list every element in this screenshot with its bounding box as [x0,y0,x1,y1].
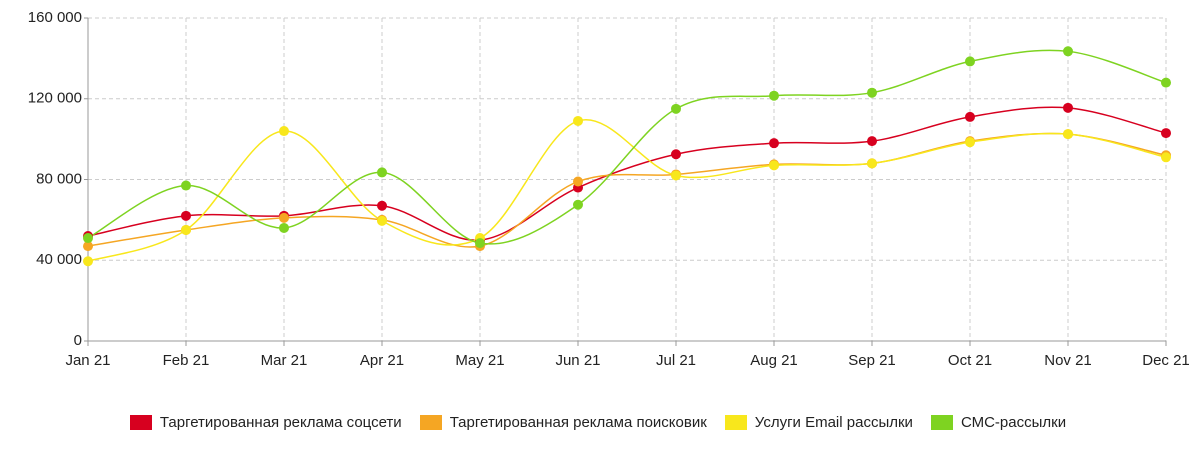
x-tick-label: Aug 21 [750,352,798,369]
data-point [83,233,93,244]
y-tick-label: 160 000 [28,9,82,26]
series-line [87,49,1167,245]
data-point [377,167,387,178]
data-point [377,215,387,226]
legend-label: СМС-рассылки [960,414,1067,431]
y-tick-label: 120 000 [28,90,82,107]
x-tick-label: Nov 21 [1044,352,1092,369]
data-point [867,136,877,147]
data-point [181,180,191,191]
data-point [671,149,681,160]
legend-item[interactable]: Услуги Email рассылки [724,413,913,432]
legend-swatch [724,415,747,430]
data-point [965,111,975,122]
legend-item[interactable]: СМС-рассылки [930,413,1067,432]
data-point [1161,77,1171,88]
data-point [965,137,975,148]
data-point [475,238,485,249]
y-tick-label: 80 000 [36,170,82,187]
x-tick-label: Apr 21 [360,352,404,369]
data-point [573,115,583,126]
data-point [769,160,779,171]
data-point [1063,129,1073,140]
data-point [83,256,93,267]
data-point [279,126,289,137]
legend-swatch [419,415,442,430]
data-point [867,87,877,98]
x-tick-label: Dec 21 [1142,352,1190,369]
series-line [87,106,1167,241]
x-tick-label: Oct 21 [948,352,992,369]
x-tick-label: Jun 21 [555,352,600,369]
data-point [573,199,583,210]
chart: 0 40 000 80 000 120 000 160 000 Jan 21 Feb 21 M… [28,9,1190,369]
legend-item[interactable]: Таргетированная реклама соцсети [129,413,402,432]
legend: Таргетированная реклама соцсети Таргетиро… [118,413,1078,432]
data-point [181,224,191,235]
x-tick-label: Jul 21 [656,352,696,369]
data-point [769,90,779,101]
data-point [769,138,779,149]
y-tick-label: 40 000 [36,251,82,268]
x-tick-label: Sep 21 [848,352,896,369]
x-tick-label: Jan 21 [65,352,110,369]
data-point [1161,128,1171,139]
data-point [671,170,681,181]
data-point [573,176,583,187]
data-point [1161,152,1171,163]
series-line [87,118,1167,262]
data-point [965,56,975,67]
legend-item[interactable]: Таргетированная реклама поисковик [419,413,707,432]
data-point [377,200,387,211]
x-tick-label: Feb 21 [163,352,210,369]
legend-swatch [129,415,152,430]
x-tick-label: May 21 [455,352,504,369]
data-point [279,212,289,223]
data-point [671,103,681,114]
data-point [867,158,877,169]
x-tick-label: Mar 21 [261,352,308,369]
data-point [1063,46,1073,57]
series-line [87,132,1167,248]
legend-label: Таргетированная реклама поисковик [449,414,707,431]
legend-label: Таргетированная реклама соцсети [159,414,402,431]
data-point [83,241,93,252]
data-point [279,222,289,233]
legend-swatch [930,415,953,430]
data-point [1063,102,1073,113]
legend-label: Услуги Email рассылки [754,414,913,431]
data-point [181,210,191,221]
y-tick-label: 0 [74,332,82,349]
